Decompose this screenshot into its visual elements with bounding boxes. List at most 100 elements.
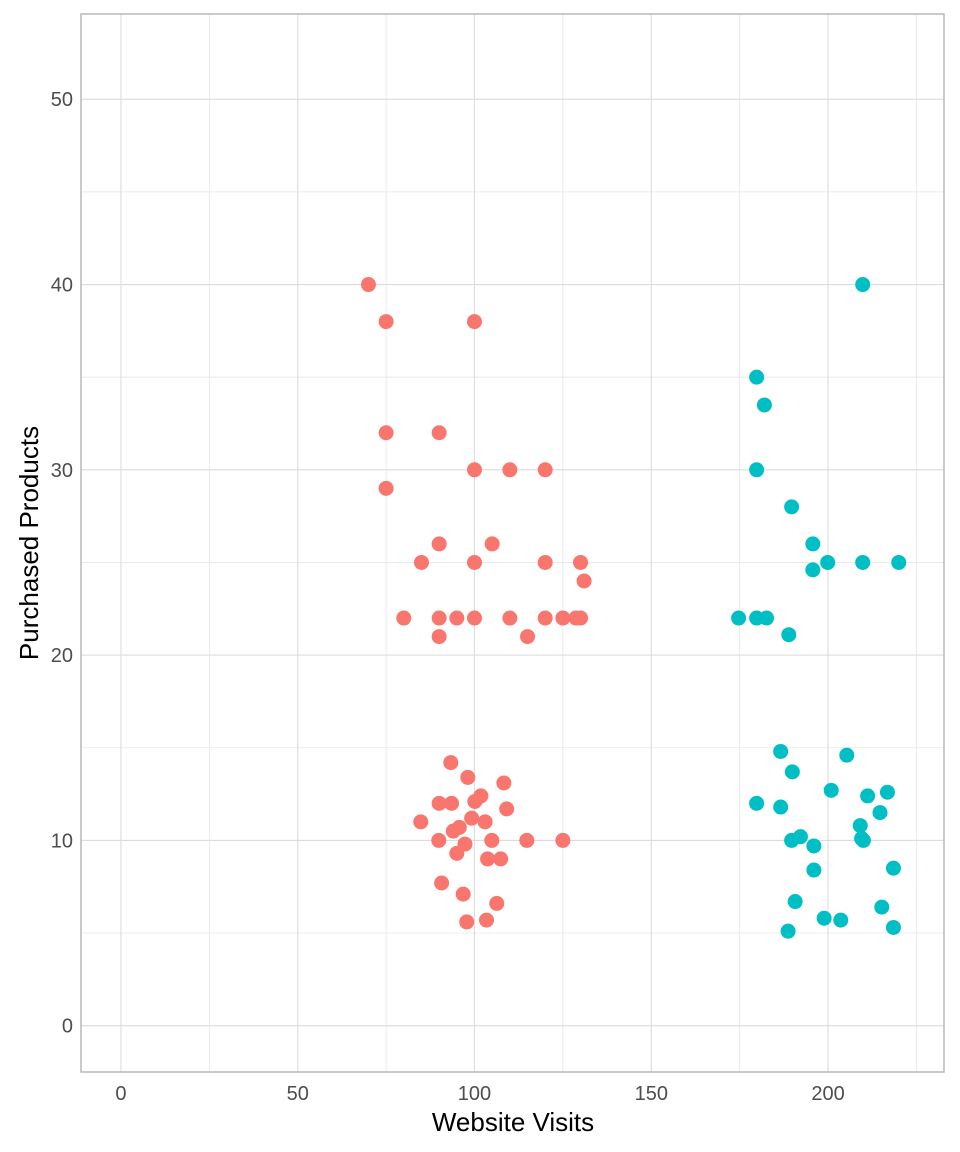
data-point [443,755,459,771]
data-point [378,314,394,330]
data-point [891,554,907,570]
data-point [378,480,394,496]
data-point [781,627,797,643]
data-point [773,743,789,759]
data-point [759,610,775,626]
data-point [573,610,589,626]
x-tick-label: 150 [635,1083,668,1105]
x-axis-ticks: 0 50 100 150 200 [115,1083,844,1105]
data-point [502,462,518,478]
data-point [833,912,849,928]
data-point [466,554,482,570]
data-point [431,536,447,552]
data-point [784,499,800,515]
data-point [773,799,789,815]
data-point [484,536,500,552]
data-point [805,536,821,552]
data-point [431,629,447,645]
data-point [573,554,589,570]
data-point [537,554,553,570]
data-point [477,814,493,830]
panel-border [80,13,945,1073]
data-point [499,801,515,817]
y-tick-label: 30 [51,460,73,482]
x-tick-label: 100 [458,1083,491,1105]
data-point [445,823,461,839]
data-point [874,899,890,915]
data-point [780,923,796,939]
data-point [413,814,429,830]
data-point [466,610,482,626]
data-point [784,764,800,780]
data-point [431,795,447,811]
y-tick-label: 10 [51,830,73,852]
data-point [885,860,901,876]
data-point [431,425,447,441]
data-point [460,769,476,785]
data-point [731,610,747,626]
data-point [520,629,536,645]
data-point [805,562,821,578]
data-point [855,277,871,293]
data-point [444,795,460,811]
y-tick-label: 20 [51,645,73,667]
y-tick-label: 50 [51,89,73,111]
x-tick-label: 0 [115,1083,126,1105]
data-point [855,554,871,570]
y-axis-title: Purchased Products [14,426,44,660]
data-point [537,610,553,626]
data-point [823,782,839,798]
data-point [756,397,772,413]
data-point [852,818,868,834]
data-point [378,425,394,441]
data-point [467,793,483,809]
data-point [839,747,855,763]
data-point [396,610,412,626]
data-point [820,554,836,570]
data-point [434,875,450,891]
data-point [749,369,765,385]
data-point [413,554,429,570]
data-point [489,895,505,911]
data-point [464,810,480,826]
data-point [431,610,447,626]
data-point [431,832,447,848]
data-point [816,910,832,926]
y-tick-label: 0 [62,1016,73,1038]
x-tick-label: 50 [287,1083,309,1105]
data-point [872,805,888,821]
x-tick-label: 200 [811,1083,844,1105]
x-axis-title: Website Visits [432,1107,594,1137]
data-point [555,832,571,848]
data-point [537,462,553,478]
data-point [479,912,495,928]
y-axis-ticks: 0 10 20 30 40 50 [51,89,73,1037]
series-group-2 [731,277,907,939]
data-point [749,462,765,478]
data-point [879,784,895,800]
data-point [493,851,509,867]
data-point [806,862,822,878]
series-group-1 [360,277,592,930]
data-point [519,832,535,848]
data-point [496,775,512,791]
data-point [466,462,482,478]
data-point [860,788,876,804]
data-point [360,277,376,293]
data-point [466,314,482,330]
y-tick-label: 40 [51,275,73,297]
data-point [502,610,518,626]
data-point [459,914,475,930]
data-point [749,795,765,811]
data-points [360,277,907,939]
data-point [484,832,500,848]
data-point [787,894,803,910]
gridlines [81,14,944,1072]
data-point [480,851,496,867]
data-point [792,829,808,845]
data-point [449,845,465,861]
data-point [885,919,901,935]
data-point [855,832,871,848]
data-point [576,573,592,589]
